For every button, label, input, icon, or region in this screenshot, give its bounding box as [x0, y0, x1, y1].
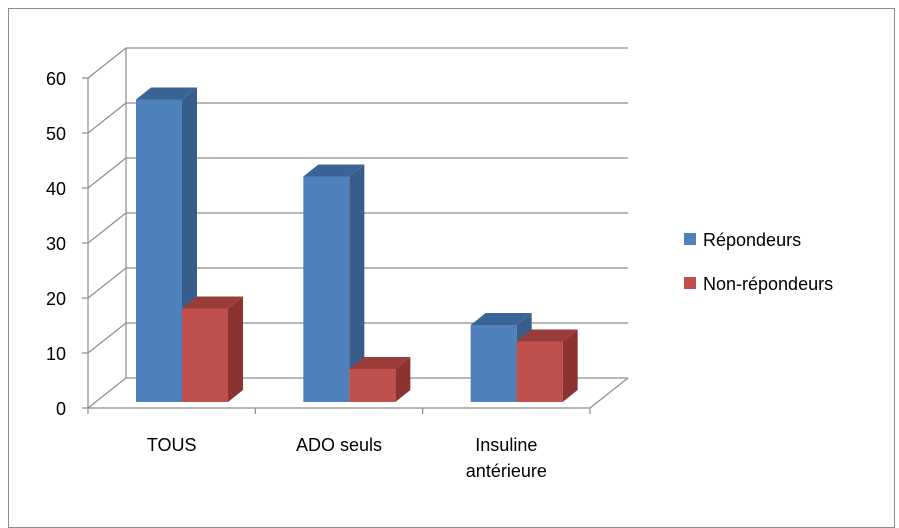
gridline-left-20 [87, 267, 127, 299]
bar-Répondeurs-1 [303, 176, 350, 402]
bar-Répondeurs-0 [136, 99, 182, 402]
floor-right-edge [589, 377, 629, 409]
bar-Non-répondeurs-2 [516, 341, 563, 402]
y-tick-label: 30 [46, 234, 66, 254]
legend-label-1: Non-répondeurs [703, 274, 833, 294]
gridline-left-10 [87, 322, 127, 354]
bar-Non-répondeurs-0 [182, 308, 228, 402]
gridline-left-0 [87, 377, 127, 409]
bar-Non-répondeurs-1 [349, 369, 396, 402]
bar-side-Non-répondeurs-2 [562, 329, 578, 402]
bar-side-Répondeurs-1 [349, 164, 365, 402]
y-tick-label: 20 [46, 289, 66, 309]
y-tick-label: 0 [56, 399, 66, 419]
gridline-left-50 [87, 102, 127, 134]
y-tick-label: 60 [46, 69, 66, 89]
gridline-left-60 [87, 47, 127, 79]
bar-top-Répondeurs-2 [470, 313, 532, 325]
legend-swatch-0 [684, 233, 696, 245]
bar-Répondeurs-2 [470, 325, 517, 402]
legend-swatch-1 [684, 277, 696, 289]
gridline-left-30 [87, 212, 127, 244]
gridline-left-40 [87, 157, 127, 189]
bar-top-Répondeurs-1 [303, 164, 365, 177]
bar-side-Non-répondeurs-0 [228, 296, 243, 402]
y-tick-label: 50 [46, 124, 66, 144]
y-tick-label: 40 [46, 179, 66, 199]
bar-top-Non-répondeurs-1 [349, 357, 411, 369]
bar-top-Répondeurs-0 [136, 87, 197, 100]
category-label: TOUS [147, 435, 197, 455]
bar-top-Non-répondeurs-0 [182, 296, 243, 309]
bar-chart: 0 10 20 30 40 50 60 TOUS ADO seuls Insuline antéri… [46, 47, 833, 481]
y-tick-label: 10 [46, 344, 66, 364]
legend-label-0: Répondeurs [703, 230, 801, 250]
category-label: Insuline [475, 435, 537, 455]
bar-side-Non-répondeurs-1 [395, 357, 411, 402]
bar-top-Non-répondeurs-2 [516, 329, 578, 342]
category-label: ADO seuls [296, 435, 382, 455]
category-label: antérieure [466, 461, 547, 481]
